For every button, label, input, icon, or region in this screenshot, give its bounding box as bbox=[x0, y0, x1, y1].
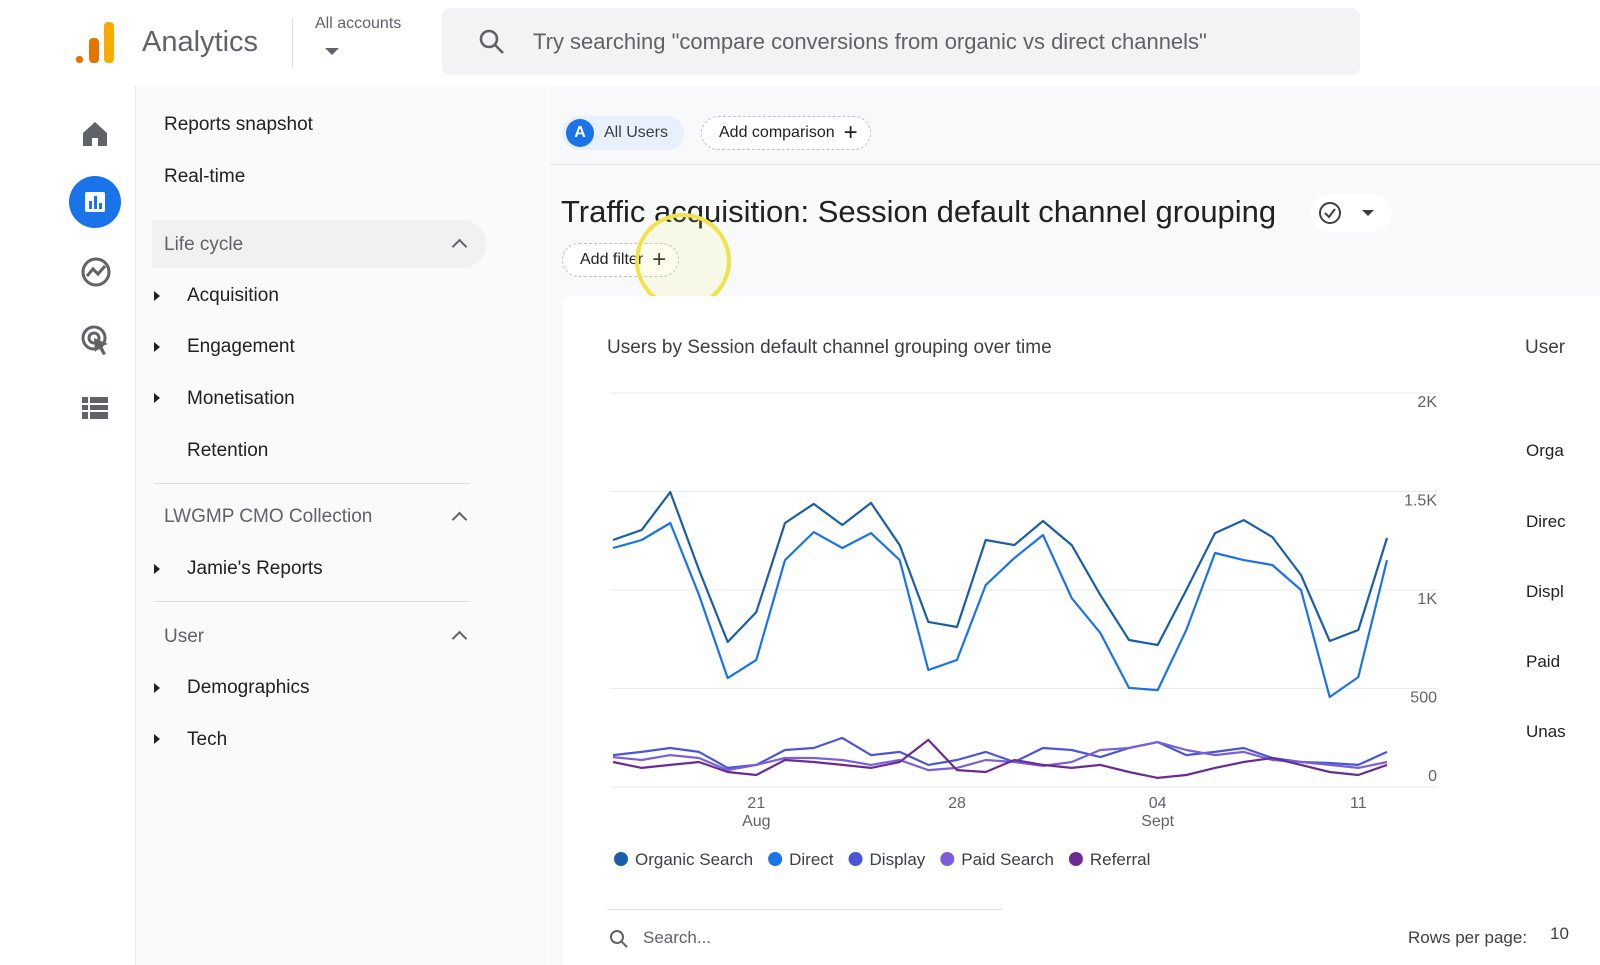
y-tick-label: 500 bbox=[1410, 690, 1437, 707]
expand-icon[interactable] bbox=[154, 683, 160, 693]
header: Analytics All accounts Try searching "co… bbox=[0, 0, 1600, 86]
expand-icon[interactable] bbox=[154, 291, 160, 301]
y-tick-label: 0 bbox=[1428, 768, 1437, 785]
advertising-icon[interactable] bbox=[80, 324, 112, 356]
expand-icon[interactable] bbox=[154, 564, 160, 574]
segment-badge: A bbox=[566, 119, 594, 147]
plus-icon: + bbox=[843, 119, 858, 146]
status-icon bbox=[1319, 202, 1374, 224]
legend-swatch bbox=[768, 852, 783, 866]
expand-icon[interactable] bbox=[154, 342, 160, 352]
x-tick-label: 11 bbox=[1350, 795, 1367, 812]
logo bbox=[76, 22, 114, 63]
legend-label: Direct bbox=[789, 850, 834, 869]
account-selector[interactable]: All accounts bbox=[315, 15, 402, 32]
series-line bbox=[612, 491, 1389, 647]
add-comparison[interactable]: Add comparison + bbox=[701, 116, 871, 150]
legend-swatch bbox=[848, 852, 863, 866]
search-box[interactable]: Try searching "compare conversions from … bbox=[442, 8, 1360, 75]
x-tick-month: Sept bbox=[1141, 813, 1174, 830]
divider bbox=[292, 18, 293, 68]
nav-item[interactable]: Tech bbox=[187, 729, 228, 750]
rows-per-page-label: Rows per page: bbox=[1408, 928, 1528, 947]
add-comparison-label: Add comparison bbox=[719, 124, 835, 141]
legend-label: Paid Search bbox=[961, 850, 1054, 869]
legend-label: Display bbox=[870, 850, 926, 869]
nav-item[interactable]: Engagement bbox=[187, 336, 295, 357]
collapse-icon[interactable] bbox=[451, 630, 468, 647]
search-placeholder: Try searching "compare conversions from … bbox=[533, 29, 1207, 54]
nav-item[interactable]: Real-time bbox=[164, 166, 246, 187]
y-tick-label: 1K bbox=[1417, 591, 1437, 608]
series-line bbox=[612, 521, 1389, 699]
side-table-row: Direc bbox=[1526, 512, 1566, 531]
section-title[interactable]: Life cycle bbox=[164, 234, 244, 255]
section-title[interactable]: User bbox=[164, 626, 205, 647]
divider bbox=[550, 164, 1600, 165]
nav-item[interactable]: Jamie's Reports bbox=[187, 558, 323, 579]
x-tick-label: 04 bbox=[1149, 795, 1167, 812]
rows-per-page[interactable]: 10 bbox=[1550, 924, 1569, 943]
nav-item[interactable]: Acquisition bbox=[187, 285, 279, 306]
series-line bbox=[612, 741, 1388, 772]
divider bbox=[154, 483, 470, 484]
segment-label: All Users bbox=[604, 124, 669, 141]
search-icon bbox=[479, 29, 504, 54]
nav-item[interactable]: Reports snapshot bbox=[164, 114, 313, 135]
nav-item[interactable]: Retention bbox=[187, 440, 269, 461]
explore-icon[interactable] bbox=[80, 256, 112, 288]
search-icon bbox=[610, 930, 628, 948]
legend-swatch bbox=[940, 852, 955, 866]
chart-card bbox=[563, 296, 1600, 965]
series-line bbox=[612, 736, 1388, 769]
x-tick-label: 28 bbox=[948, 795, 966, 812]
legend-swatch bbox=[614, 852, 628, 866]
product-name: Analytics bbox=[142, 26, 259, 58]
nav-item[interactable]: Monetisation bbox=[187, 388, 295, 409]
nav-item[interactable]: Demographics bbox=[187, 677, 310, 698]
side-table-row: Displ bbox=[1526, 582, 1564, 601]
x-tick-month: Aug bbox=[742, 813, 770, 830]
y-tick-label: 1.5K bbox=[1404, 493, 1437, 510]
segment-chip[interactable]: A All Users bbox=[562, 116, 685, 150]
reports-icon[interactable] bbox=[69, 176, 121, 228]
side-table-row: Orga bbox=[1526, 441, 1564, 460]
sidebar: Reports snapshot Real-time Life cycle Ac… bbox=[136, 86, 550, 965]
cursor-highlight bbox=[635, 213, 731, 309]
series-line bbox=[612, 738, 1388, 779]
report-status[interactable] bbox=[1310, 194, 1392, 232]
nav-rail bbox=[57, 86, 136, 965]
expand-icon[interactable] bbox=[154, 393, 160, 403]
legend-label: Referral bbox=[1090, 850, 1150, 869]
section-highlight bbox=[152, 220, 486, 268]
expand-icon[interactable] bbox=[154, 734, 160, 744]
side-table-row: Unas bbox=[1526, 722, 1566, 741]
configure-icon[interactable] bbox=[81, 396, 109, 420]
collapse-icon[interactable] bbox=[451, 511, 468, 528]
side-table-row: Paid bbox=[1526, 652, 1561, 671]
x-tick-label: 21 bbox=[747, 795, 765, 812]
y-tick-label: 2K bbox=[1417, 394, 1437, 411]
table-search[interactable]: Search... bbox=[643, 928, 712, 947]
home-icon[interactable] bbox=[81, 120, 109, 148]
legend-swatch bbox=[1068, 852, 1083, 866]
main: A All Users Add comparison + Traffic acqu… bbox=[550, 86, 1600, 965]
divider bbox=[607, 909, 1002, 910]
divider bbox=[154, 601, 470, 602]
account-dropdown[interactable] bbox=[325, 48, 339, 55]
chart-title: Users by Session default channel groupin… bbox=[607, 337, 1052, 358]
side-table-header: User bbox=[1525, 337, 1566, 358]
add-filter-label: Add filter bbox=[580, 251, 644, 268]
section-title[interactable]: LWGMP CMO Collection bbox=[164, 506, 373, 527]
legend-label: Organic Search bbox=[635, 850, 753, 869]
